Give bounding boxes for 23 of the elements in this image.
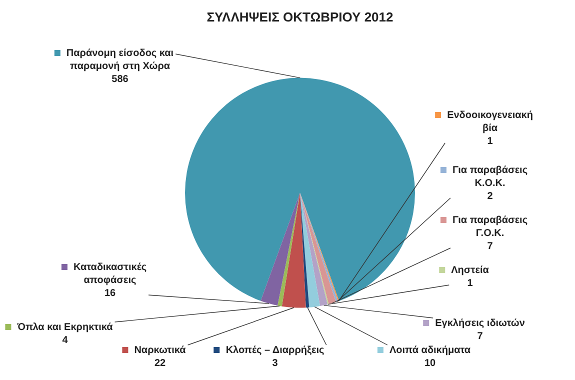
- data-label: 10: [424, 358, 436, 369]
- data-label: 586: [112, 74, 129, 85]
- data-label: 3: [272, 358, 278, 369]
- data-label: 7: [477, 330, 484, 342]
- data-label: 2: [487, 190, 494, 202]
- legend-label: Κλοπές – Διαρρήξεις: [226, 344, 324, 356]
- data-label: 22: [154, 358, 166, 369]
- legend-label: Όπλα και Εκρηκτικά: [16, 322, 114, 333]
- legend-label: Καταδικαστικές αποφάσεις: [73, 262, 147, 286]
- legend-label: Λοιπά αδικήματα: [389, 344, 472, 356]
- data-label: 1: [487, 136, 494, 147]
- legend-label: Για παραβάσεις Κ.Ο.Κ.: [452, 164, 528, 189]
- data-label: 16: [104, 288, 116, 299]
- chart-title: ΣΥΛΛΗΨΕΙΣ ΟΚΤΩΒΡΙΟΥ 2012: [206, 9, 394, 24]
- data-label: 4: [62, 334, 68, 346]
- legend-label: Ναρκωτικά: [134, 344, 187, 356]
- data-label: 7: [487, 240, 494, 252]
- legend-label: Εγκλήσεις ιδιωτών: [435, 318, 526, 329]
- legend-label: Ενδοοικογενειακή βία: [447, 110, 533, 134]
- data-label: 1: [467, 278, 474, 289]
- legend-label: Ληστεία: [451, 264, 490, 276]
- legend-label: Για παραβάσεις Γ.Ο.Κ.: [452, 214, 528, 239]
- legend-label: Παράνομη είσοδος και παραμονή στη Χώρα: [66, 48, 174, 72]
